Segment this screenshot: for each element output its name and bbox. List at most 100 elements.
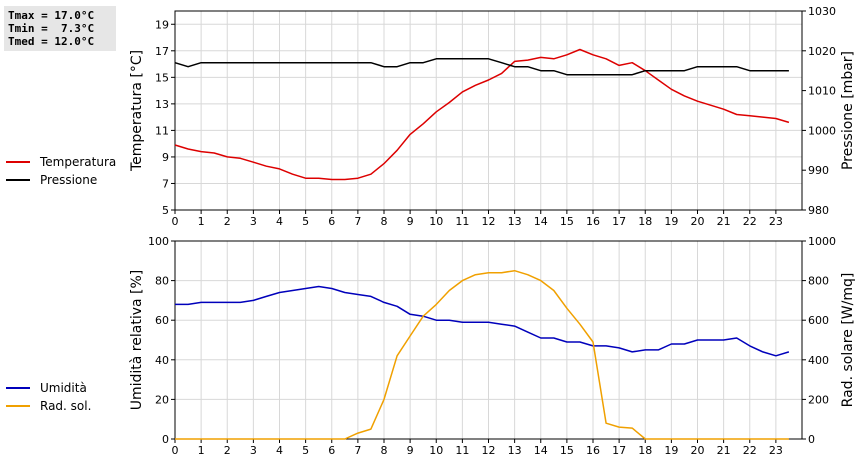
panel1-xtick-label-23: 23 bbox=[769, 215, 783, 228]
stats-box: Tmax = 17.0°C Tmin = 7.3°C Tmed = 12.0°C bbox=[4, 6, 116, 51]
panel2-xtick-label-1: 1 bbox=[198, 444, 205, 457]
tmin-label: Tmin = 7.3°C bbox=[8, 22, 95, 35]
legend-label-radiation: Rad. sol. bbox=[40, 399, 92, 413]
panel1-xtick-label-8: 8 bbox=[381, 215, 388, 228]
tmax-label: Tmax = 17.0°C bbox=[8, 9, 95, 22]
panel1-ytick-left-label-5: 15 bbox=[155, 71, 169, 84]
legend-swatch-radiation bbox=[6, 405, 30, 407]
panel1-ytick-right-label-4: 1020 bbox=[808, 45, 836, 58]
legend-item-temperature: Temperatura bbox=[6, 153, 116, 171]
panel2-xtick-label-16: 16 bbox=[586, 444, 600, 457]
legend-label-temperature: Temperatura bbox=[40, 155, 117, 169]
panel2-ytick-left-label-4: 80 bbox=[155, 275, 169, 288]
panel2-xtick-label-10: 10 bbox=[429, 444, 443, 457]
panel1-xtick-label-5: 5 bbox=[302, 215, 309, 228]
panel1-xtick-label-16: 16 bbox=[586, 215, 600, 228]
panel2-ytick-left-label-2: 40 bbox=[155, 354, 169, 367]
panel2-ylabel-left: Umidità relativa [%] bbox=[129, 270, 145, 411]
panel2-series-umidit bbox=[175, 285, 790, 357]
panel1-ylabel-left: Temperatura [°C] bbox=[129, 50, 145, 172]
panel2-ytick-right-label-4: 800 bbox=[808, 275, 829, 288]
panel1-xtick-label-12: 12 bbox=[482, 215, 496, 228]
panel1-series-pressione bbox=[174, 58, 789, 76]
legend-label-humidity: Umidità bbox=[40, 381, 87, 395]
panel1-xtick-label-14: 14 bbox=[534, 215, 548, 228]
panel2-ytick-right-label-5: 1000 bbox=[808, 235, 836, 248]
panel2-ytick-left-label-5: 100 bbox=[148, 235, 169, 248]
panel2-xtick-label-22: 22 bbox=[743, 444, 757, 457]
panel2-xtick-label-5: 5 bbox=[302, 444, 309, 457]
panel1-ytick-right-label-0: 980 bbox=[808, 204, 829, 217]
panel2-xtick-label-9: 9 bbox=[407, 444, 414, 457]
panel1-ytick-left-label-3: 11 bbox=[155, 124, 169, 137]
panel2-ytick-left-label-3: 60 bbox=[155, 314, 169, 327]
panel2-xtick-label-17: 17 bbox=[612, 444, 626, 457]
panel2-ytick-left-label-1: 20 bbox=[155, 393, 169, 406]
panel2-xtick-label-7: 7 bbox=[354, 444, 361, 457]
panel2-ytick-right-label-1: 200 bbox=[808, 393, 829, 406]
panel1-ylabel-right: Pressione [mbar] bbox=[840, 51, 856, 170]
legend-swatch-temperature bbox=[6, 161, 30, 163]
legend-item-humidity: Umidità bbox=[6, 379, 91, 397]
legend-item-pressure: Pressione bbox=[6, 171, 116, 189]
panel2-xtick-label-3: 3 bbox=[250, 444, 257, 457]
panel2-xtick-label-0: 0 bbox=[172, 444, 179, 457]
legend-top: Temperatura Pressione bbox=[6, 153, 116, 189]
panel1-xtick-label-20: 20 bbox=[691, 215, 705, 228]
panel1-xtick-label-3: 3 bbox=[250, 215, 257, 228]
panel1-ytick-left-label-6: 17 bbox=[155, 45, 169, 58]
panel1-xtick-label-9: 9 bbox=[407, 215, 414, 228]
panel1-xtick-label-21: 21 bbox=[717, 215, 731, 228]
panel1-ytick-right-label-3: 1010 bbox=[808, 85, 836, 98]
legend-swatch-pressure bbox=[6, 179, 30, 181]
panel1-ytick-left-label-0: 5 bbox=[162, 204, 169, 217]
panel2-xtick-label-14: 14 bbox=[534, 444, 548, 457]
legend-bottom: Umidità Rad. sol. bbox=[6, 379, 91, 415]
panel1-xtick-label-0: 0 bbox=[172, 215, 179, 228]
panel1-ytick-right-label-1: 990 bbox=[808, 164, 829, 177]
panel1-ytick-left-label-1: 7 bbox=[162, 177, 169, 190]
legend-label-pressure: Pressione bbox=[40, 173, 98, 187]
panel2-xtick-label-23: 23 bbox=[769, 444, 783, 457]
panel1-xtick-label-6: 6 bbox=[328, 215, 335, 228]
panel1-ytick-left-label-2: 9 bbox=[162, 151, 169, 164]
panel1-series-temperatura bbox=[174, 48, 790, 181]
tmed-label: Tmed = 12.0°C bbox=[8, 35, 95, 48]
panel2-ylabel-right: Rad. solare [W/mq] bbox=[840, 273, 856, 408]
panel2-xtick-label-4: 4 bbox=[276, 444, 283, 457]
panel1-xtick-label-13: 13 bbox=[508, 215, 522, 228]
panel2-series-rad-sol bbox=[175, 269, 789, 440]
panel1-ytick-left-label-4: 13 bbox=[155, 98, 169, 111]
panel1-xtick-label-1: 1 bbox=[198, 215, 205, 228]
panel1-xtick-label-18: 18 bbox=[638, 215, 652, 228]
panel1-ytick-left-label-7: 19 bbox=[155, 18, 169, 31]
panel2-xtick-label-13: 13 bbox=[508, 444, 522, 457]
panel2-ytick-left-label-0: 0 bbox=[162, 433, 169, 446]
panel2-xtick-label-20: 20 bbox=[691, 444, 705, 457]
panel1-ytick-right-label-2: 1000 bbox=[808, 124, 836, 137]
panel2-xtick-label-21: 21 bbox=[717, 444, 731, 457]
panel2-ytick-right-label-0: 0 bbox=[808, 433, 815, 446]
panel1-xtick-label-22: 22 bbox=[743, 215, 757, 228]
legend-swatch-humidity bbox=[6, 387, 30, 389]
panel1-xtick-label-2: 2 bbox=[224, 215, 231, 228]
panel1-xtick-label-10: 10 bbox=[429, 215, 443, 228]
panel2-xtick-label-18: 18 bbox=[638, 444, 652, 457]
panel2-xtick-label-12: 12 bbox=[482, 444, 496, 457]
panel2-xtick-label-2: 2 bbox=[224, 444, 231, 457]
panel2-xtick-label-6: 6 bbox=[328, 444, 335, 457]
legend-item-radiation: Rad. sol. bbox=[6, 397, 91, 415]
panel1-xtick-label-15: 15 bbox=[560, 215, 574, 228]
panel1-xtick-label-19: 19 bbox=[664, 215, 678, 228]
panel2-ytick-right-label-2: 400 bbox=[808, 354, 829, 367]
panel1-xtick-label-4: 4 bbox=[276, 215, 283, 228]
panel1-xtick-label-11: 11 bbox=[455, 215, 469, 228]
panel1-xtick-label-7: 7 bbox=[354, 215, 361, 228]
panel1-ytick-right-label-5: 1030 bbox=[808, 5, 836, 18]
panel2-xtick-label-11: 11 bbox=[455, 444, 469, 457]
panel2-xtick-label-8: 8 bbox=[381, 444, 388, 457]
panel1-xtick-label-17: 17 bbox=[612, 215, 626, 228]
panel2-xtick-label-15: 15 bbox=[560, 444, 574, 457]
panel2-ytick-right-label-3: 600 bbox=[808, 314, 829, 327]
